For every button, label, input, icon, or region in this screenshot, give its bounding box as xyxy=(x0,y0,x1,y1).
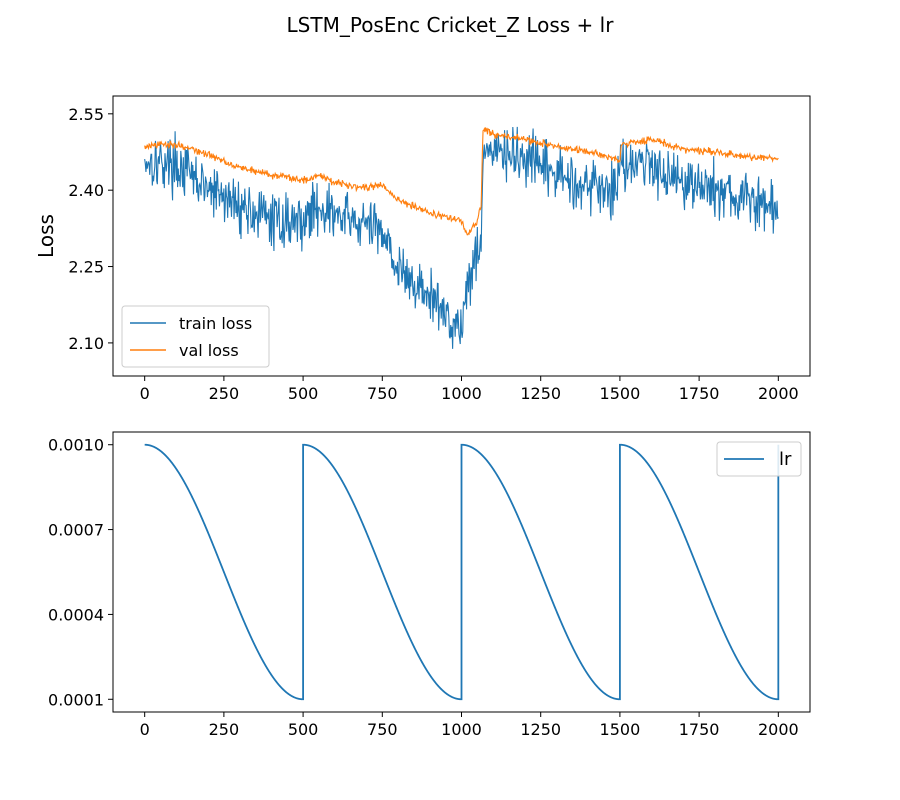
lr-legend-item: lr xyxy=(724,449,792,470)
lr-x-tick: 250 xyxy=(209,712,240,739)
loss-x-tick: 0 xyxy=(140,376,150,403)
lr-x-tick-label: 1500 xyxy=(600,720,641,739)
lr-x-tick-label: 1250 xyxy=(520,720,561,739)
lr-x-tick-label: 1750 xyxy=(679,720,720,739)
lr-x-tick: 2000 xyxy=(758,712,799,739)
loss-legend: train loss val loss xyxy=(121,305,270,368)
lr-x-ticks: 0 250 500 750 1000 1250 1500 1750 2000 xyxy=(140,712,799,739)
loss-y-tick-label: 2.40 xyxy=(68,181,104,200)
lr-y-ticks: 0.0001 0.0004 0.0007 0.0010 xyxy=(48,436,113,709)
series-line-train-loss xyxy=(144,126,779,349)
loss-y-tick-label: 2.25 xyxy=(68,258,104,277)
lr-series-layer xyxy=(144,443,780,701)
series-line-lr xyxy=(144,443,780,701)
loss-x-ticks: 0 250 500 750 1000 1250 1500 1750 2000 xyxy=(140,376,799,403)
loss-axes: 0 250 500 750 1000 1250 1500 1750 2000 2.102.252… xyxy=(34,95,811,403)
loss-x-tick-label: 1250 xyxy=(520,384,561,403)
lr-x-tick: 500 xyxy=(288,712,319,739)
loss-y-tick-label: 2.55 xyxy=(68,105,104,124)
loss-legend-item: train loss xyxy=(130,314,252,333)
loss-y-tick-label: 2.10 xyxy=(68,334,104,353)
lr-y-tick: 0.0007 xyxy=(48,521,113,540)
figure-title: LSTM_PosEnc Cricket_Z Loss + lr xyxy=(287,13,615,37)
loss-x-tick-label: 750 xyxy=(367,384,398,403)
loss-x-tick: 1250 xyxy=(520,376,561,403)
lr-legend-label: lr xyxy=(779,449,792,470)
lr-legend: lr xyxy=(716,441,802,477)
loss-x-tick-label: 500 xyxy=(288,384,319,403)
loss-x-tick: 1500 xyxy=(600,376,641,403)
lr-x-tick: 0 xyxy=(140,712,150,739)
lr-x-tick-label: 1000 xyxy=(441,720,482,739)
loss-y-tick: 2.10 xyxy=(68,334,113,353)
loss-axes-frame xyxy=(112,95,811,377)
loss-y-ticks: 2.10 2.25 2.40 2.55 xyxy=(68,105,113,353)
lr-y-tick: 0.0001 xyxy=(48,690,113,709)
lr-y-tick-label: 0.0010 xyxy=(48,436,104,455)
lr-x-tick-label: 250 xyxy=(209,720,240,739)
lr-y-tick: 0.0010 xyxy=(48,436,113,455)
loss-y-tick: 2.40 xyxy=(68,181,113,200)
lr-x-tick: 1000 xyxy=(441,712,482,739)
lr-y-tick: 0.0004 xyxy=(48,605,113,624)
loss-legend-label: train loss xyxy=(179,314,252,333)
loss-y-axis-label: Loss xyxy=(34,214,58,258)
loss-x-tick: 250 xyxy=(209,376,240,403)
loss-x-tick-label: 250 xyxy=(209,384,240,403)
lr-y-tick-label: 0.0004 xyxy=(48,605,104,624)
loss-legend-box xyxy=(121,305,270,368)
loss-x-tick-label: 1750 xyxy=(679,384,720,403)
lr-x-tick: 1750 xyxy=(679,712,720,739)
loss-x-tick: 1750 xyxy=(679,376,720,403)
loss-x-tick-label: 1500 xyxy=(600,384,641,403)
loss-series-layer xyxy=(144,126,779,349)
loss-x-tick-label: 2000 xyxy=(758,384,799,403)
lr-x-tick-label: 500 xyxy=(288,720,319,739)
loss-x-tick: 750 xyxy=(367,376,398,403)
loss-x-tick: 1000 xyxy=(441,376,482,403)
lr-y-tick-label: 0.0001 xyxy=(48,690,104,709)
lr-x-tick-label: 0 xyxy=(140,720,150,739)
loss-x-tick-label: 1000 xyxy=(441,384,482,403)
loss-legend-item: val loss xyxy=(130,341,239,360)
loss-y-tick: 2.55 xyxy=(68,105,113,124)
loss-x-tick-label: 0 xyxy=(140,384,150,403)
lr-axes-frame xyxy=(112,431,811,713)
lr-y-tick-label: 0.0007 xyxy=(48,521,104,540)
loss-x-tick: 500 xyxy=(288,376,319,403)
lr-x-tick: 1500 xyxy=(600,712,641,739)
lr-x-tick: 1250 xyxy=(520,712,561,739)
lr-x-tick-label: 750 xyxy=(367,720,398,739)
loss-legend-label: val loss xyxy=(179,341,239,360)
lr-axes: 0 250 500 750 1000 1250 1500 1750 2000 0.00010.0… xyxy=(48,431,811,739)
series-line-val-loss xyxy=(144,126,779,236)
lr-x-tick: 750 xyxy=(367,712,398,739)
lr-x-tick-label: 2000 xyxy=(758,720,799,739)
loss-y-tick: 2.25 xyxy=(68,258,113,277)
loss-x-tick: 2000 xyxy=(758,376,799,403)
